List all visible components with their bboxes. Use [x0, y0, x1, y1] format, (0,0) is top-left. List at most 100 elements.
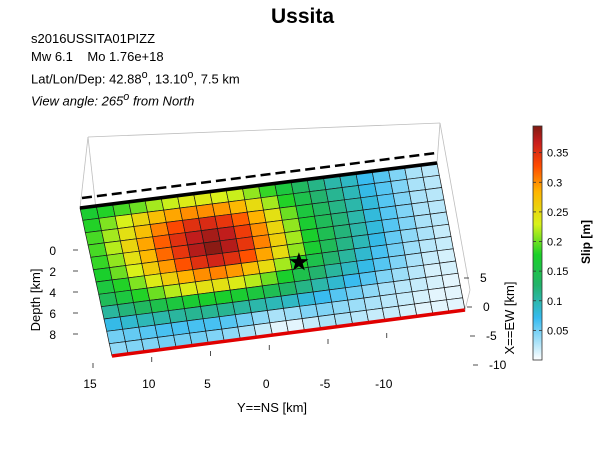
magnitude-label: Mw 6.1 — [31, 49, 73, 64]
slip-cell — [406, 176, 426, 192]
slip-cell — [353, 246, 374, 262]
slip-cell — [432, 223, 452, 239]
slip-cell — [229, 287, 250, 303]
slip-cell — [378, 205, 399, 221]
colorbar-tick-label: 0.15 — [547, 266, 568, 278]
slip-cell — [141, 261, 161, 277]
colorbar-tick-label: 0.25 — [547, 207, 568, 219]
slip-cell — [103, 240, 124, 256]
slip-cell — [395, 203, 415, 219]
slip-cell — [439, 260, 459, 276]
slip-cell — [194, 279, 215, 295]
slip-cell — [390, 266, 411, 282]
slip-cell — [250, 310, 271, 326]
slip-cell — [114, 213, 135, 229]
depth-tick-label: 0 — [49, 244, 56, 258]
slip-cell — [316, 226, 337, 242]
slip-cell — [361, 283, 381, 299]
slip-cell — [330, 211, 350, 227]
slip-cell — [427, 287, 448, 303]
ns-tick-label: 10 — [142, 377, 156, 391]
slip-cell — [202, 316, 223, 332]
slip-cell — [341, 185, 362, 201]
box-edge — [464, 289, 471, 311]
slip-cell — [395, 291, 415, 307]
slip-cell — [374, 181, 394, 197]
slip-cell — [151, 310, 172, 326]
slip-cell — [367, 232, 387, 248]
slip-cell — [337, 248, 358, 264]
event-id: s2016USSITA01PIZZ — [31, 31, 156, 46]
slip-cell — [245, 285, 266, 301]
slip-cell — [369, 244, 390, 260]
slip-cell — [92, 267, 113, 283]
slip-cell — [328, 287, 349, 303]
depth-axis-label: Depth [km] — [28, 269, 43, 332]
slip-cell — [259, 271, 279, 287]
slip-cell — [214, 213, 235, 229]
slip-cell — [95, 279, 116, 295]
slip-cell — [227, 275, 247, 291]
slip-cell — [249, 222, 269, 238]
slip-cell — [291, 267, 312, 283]
slip-cell — [103, 316, 124, 332]
slip-cell — [311, 201, 332, 217]
ns-tick-label: 0 — [263, 377, 270, 391]
slip-cell — [213, 289, 234, 305]
lon-degree: o — [187, 69, 194, 81]
slip-cell — [109, 265, 129, 281]
slip-cell — [300, 228, 320, 244]
slip-cell — [278, 281, 298, 297]
slip-cell — [268, 232, 288, 248]
slip-cell — [149, 298, 169, 314]
slip-cell — [408, 189, 429, 205]
slip-cell — [402, 240, 422, 256]
slip-cell — [325, 187, 345, 203]
event-info: s2016USSITA01PIZZ Mw 6.1 Mo 1.76e+18 Lat… — [31, 30, 240, 111]
slip-cell — [157, 258, 178, 275]
slip-cell — [186, 318, 207, 334]
slip-cell — [228, 199, 248, 215]
slip-cell — [184, 306, 204, 322]
slip-cell — [342, 273, 362, 289]
box-edge — [87, 122, 441, 138]
slip-cell — [136, 236, 156, 252]
slip-cell — [423, 262, 443, 278]
slip-cell — [260, 195, 281, 211]
slip-cell — [130, 211, 151, 227]
hypocenter-star — [289, 252, 309, 271]
ns-tick-label: -10 — [375, 377, 393, 391]
slip-cell — [441, 272, 461, 288]
slip-cell — [299, 303, 319, 319]
fault-top-edge — [79, 161, 438, 210]
slip-cell — [377, 281, 397, 297]
slip-cell — [244, 197, 264, 213]
slip-cell — [119, 314, 140, 330]
slip-cell — [420, 250, 441, 266]
box-edge — [439, 122, 471, 291]
slip-cell — [98, 291, 118, 308]
slip-cell — [100, 304, 121, 320]
slip-cell — [280, 293, 301, 309]
slip-cell — [411, 201, 431, 217]
slip-cell — [143, 273, 164, 289]
slip-cell — [238, 248, 258, 264]
slip-cell — [127, 275, 148, 291]
slip-cell — [276, 193, 297, 209]
slip-cell — [130, 287, 151, 303]
slip-cell — [211, 201, 232, 217]
slip-cell — [233, 224, 253, 240]
view-suffix: from North — [129, 93, 195, 109]
slip-cell — [279, 205, 299, 221]
slip-cell — [340, 260, 360, 276]
slip-cell — [315, 301, 335, 317]
slip-cell — [187, 242, 207, 258]
slip-cell — [434, 236, 454, 252]
slip-cell — [181, 293, 201, 309]
slip-cell — [192, 267, 212, 283]
slip-cell — [165, 295, 185, 312]
slip-cell — [203, 240, 223, 256]
slip-cell — [363, 295, 383, 311]
slip-cell — [305, 252, 325, 268]
slip-cell — [200, 228, 221, 244]
